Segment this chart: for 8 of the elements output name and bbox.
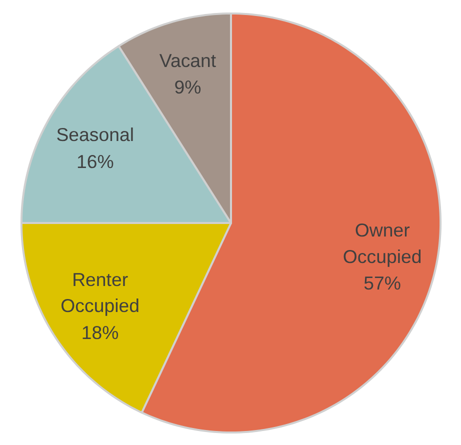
data-label: 9%: [174, 76, 202, 98]
slice-label: Renter Occupied: [60, 268, 140, 316]
data-label: 16%: [76, 150, 114, 172]
data-label: 18%: [81, 322, 119, 343]
slice-label: Owner Occupied: [342, 220, 422, 267]
data-label: 57%: [364, 272, 402, 294]
slice-label: Vacant: [159, 50, 217, 72]
slice-label: Seasonal: [56, 124, 134, 146]
